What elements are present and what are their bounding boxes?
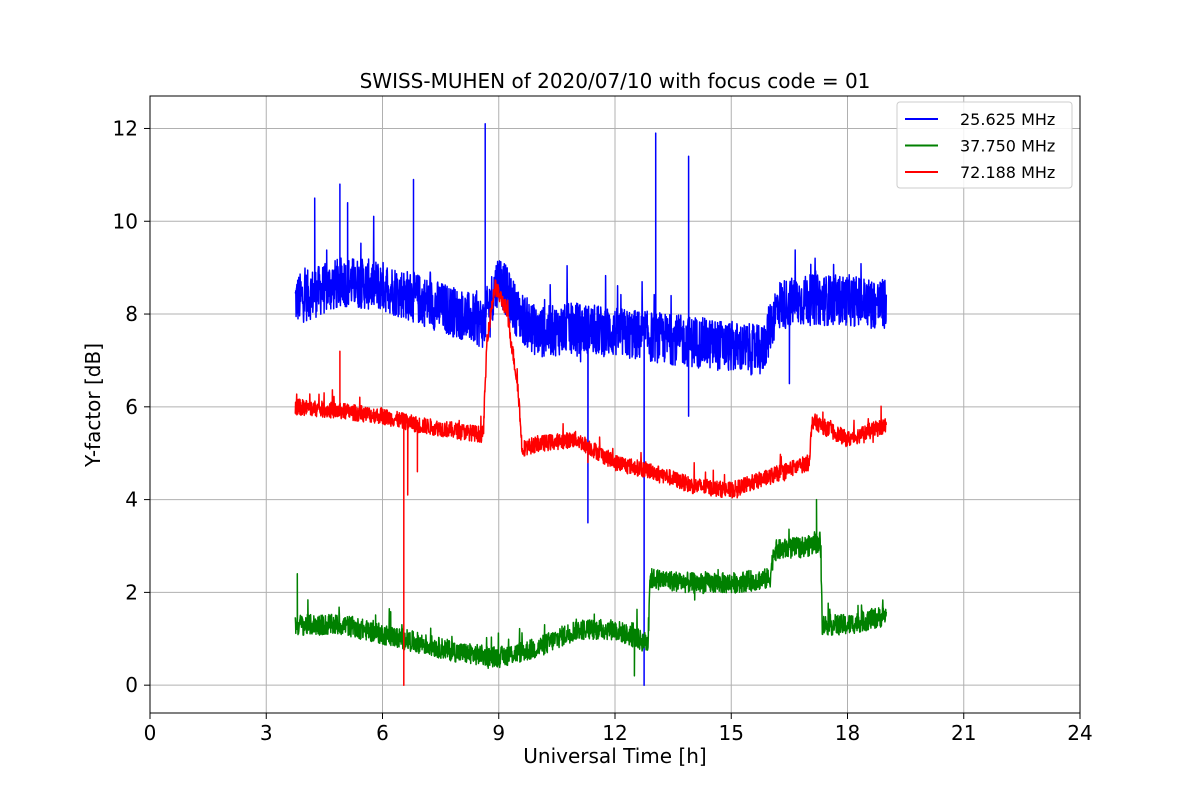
y-tick-label: 8 — [125, 302, 138, 326]
y-tick-label: 2 — [125, 580, 138, 604]
x-tick-label: 12 — [602, 721, 627, 745]
series-line-25-625-MHz — [294, 123, 888, 686]
x-tick-label: 6 — [376, 721, 389, 745]
y-axis-label: Y-factor [dB] — [81, 343, 105, 468]
series-line-37-750-MHz — [294, 498, 888, 677]
legend-box — [896, 101, 1073, 189]
x-tick-label: 24 — [1067, 721, 1092, 745]
legend-label: 37.750 MHz — [960, 137, 1055, 156]
y-tick-label: 4 — [125, 488, 138, 512]
x-tick-label: 21 — [951, 721, 976, 745]
x-tick-label: 15 — [719, 721, 744, 745]
x-tick-label: 9 — [492, 721, 505, 745]
y-tick-label: 10 — [113, 209, 138, 233]
x-tick-label: 18 — [835, 721, 860, 745]
x-axis-label: Universal Time [h] — [523, 744, 706, 768]
legend-label: 25.625 MHz — [960, 110, 1055, 129]
legend: 25.625 MHz 37.750 MHz 72.188 MHz — [896, 101, 1073, 189]
chart-title: SWISS-MUHEN of 2020/07/10 with focus cod… — [360, 69, 871, 93]
x-tick-label: 3 — [260, 721, 273, 745]
y-tick-label: 0 — [125, 673, 138, 697]
x-tick-label: 0 — [144, 721, 157, 745]
y-tick-label: 6 — [125, 395, 138, 419]
y-tick-label: 12 — [113, 116, 138, 140]
series-line-72-188-MHz — [294, 279, 888, 686]
legend-label: 72.188 MHz — [960, 163, 1055, 182]
data-series — [294, 123, 888, 686]
